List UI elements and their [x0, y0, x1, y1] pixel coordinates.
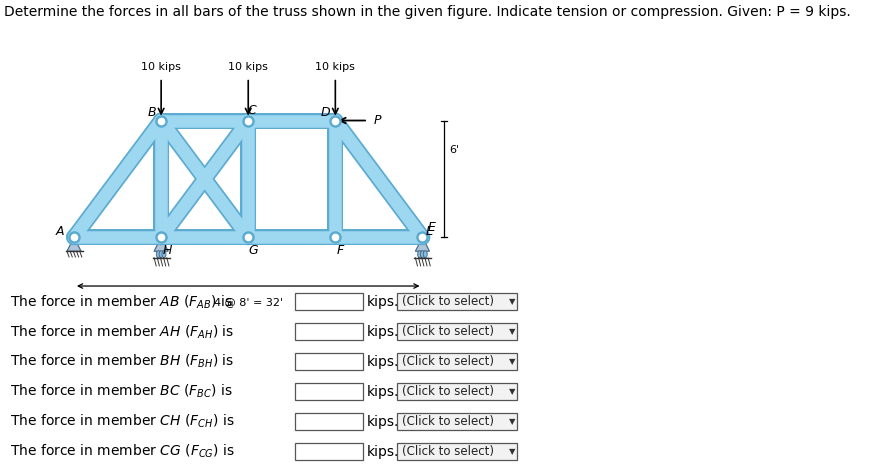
Polygon shape	[415, 237, 429, 251]
Polygon shape	[67, 237, 81, 251]
Text: ▼: ▼	[509, 387, 516, 396]
FancyBboxPatch shape	[397, 413, 517, 430]
Text: F: F	[337, 244, 344, 258]
Text: 10 kips: 10 kips	[315, 62, 355, 72]
Text: 6': 6'	[449, 145, 460, 155]
Circle shape	[421, 251, 424, 258]
Text: C: C	[247, 104, 256, 118]
Text: kips.: kips.	[367, 355, 400, 369]
Text: H: H	[163, 244, 172, 258]
Text: A: A	[56, 225, 64, 238]
FancyBboxPatch shape	[397, 353, 517, 370]
Text: The force in member $\it{AH}$ ($F_{AH}$) is: The force in member $\it{AH}$ ($F_{AH}$)…	[10, 323, 234, 340]
Text: 4 @ 8' = 32': 4 @ 8' = 32'	[213, 297, 283, 307]
Text: (Click to select): (Click to select)	[402, 355, 494, 368]
Text: ▼: ▼	[509, 447, 516, 456]
Text: (Click to select): (Click to select)	[402, 295, 494, 308]
Circle shape	[423, 251, 427, 258]
Text: The force in member $\it{AB}$ ($F_{AB}$) is: The force in member $\it{AB}$ ($F_{AB}$)…	[10, 293, 233, 311]
Text: B: B	[148, 106, 157, 119]
Text: The force in member $\it{CH}$ ($F_{CH}$) is: The force in member $\it{CH}$ ($F_{CH}$)…	[10, 413, 234, 431]
Text: G: G	[249, 244, 259, 258]
Text: 10 kips: 10 kips	[141, 62, 181, 72]
Text: ▼: ▼	[509, 417, 516, 426]
Text: ▼: ▼	[509, 298, 516, 306]
Text: ▼: ▼	[509, 327, 516, 337]
Text: $P$: $P$	[374, 114, 383, 127]
FancyBboxPatch shape	[295, 293, 363, 310]
Text: kips.: kips.	[367, 415, 400, 429]
Text: D: D	[321, 106, 330, 119]
Text: E: E	[428, 221, 436, 234]
Text: The force in member $\it{BC}$ ($F_{BC}$) is: The force in member $\it{BC}$ ($F_{BC}$)…	[10, 383, 233, 400]
Circle shape	[157, 251, 160, 258]
Text: (Click to select): (Click to select)	[402, 445, 494, 458]
FancyBboxPatch shape	[397, 323, 517, 340]
Text: ▼: ▼	[509, 357, 516, 366]
Text: E: E	[426, 225, 434, 238]
Text: kips.: kips.	[367, 295, 400, 309]
FancyBboxPatch shape	[295, 323, 363, 340]
Text: 10 kips: 10 kips	[228, 62, 268, 72]
FancyBboxPatch shape	[397, 443, 517, 460]
Polygon shape	[154, 237, 168, 251]
Text: kips.: kips.	[367, 445, 400, 459]
Text: kips.: kips.	[367, 384, 400, 399]
Circle shape	[159, 251, 163, 258]
FancyBboxPatch shape	[295, 443, 363, 460]
FancyBboxPatch shape	[295, 353, 363, 370]
Text: (Click to select): (Click to select)	[402, 415, 494, 428]
Text: The force in member $\it{CG}$ ($F_{CG}$) is: The force in member $\it{CG}$ ($F_{CG}$)…	[10, 443, 235, 460]
Text: The force in member $\it{BH}$ ($F_{BH}$) is: The force in member $\it{BH}$ ($F_{BH}$)…	[10, 353, 234, 370]
Circle shape	[162, 251, 165, 258]
FancyBboxPatch shape	[397, 293, 517, 310]
Circle shape	[418, 251, 422, 258]
Text: (Click to select): (Click to select)	[402, 385, 494, 398]
FancyBboxPatch shape	[295, 413, 363, 430]
FancyBboxPatch shape	[397, 383, 517, 400]
Text: (Click to select): (Click to select)	[402, 325, 494, 338]
FancyBboxPatch shape	[295, 383, 363, 400]
Text: kips.: kips.	[367, 325, 400, 339]
Text: Determine the forces in all bars of the truss shown in the given figure. Indicat: Determine the forces in all bars of the …	[4, 5, 851, 19]
